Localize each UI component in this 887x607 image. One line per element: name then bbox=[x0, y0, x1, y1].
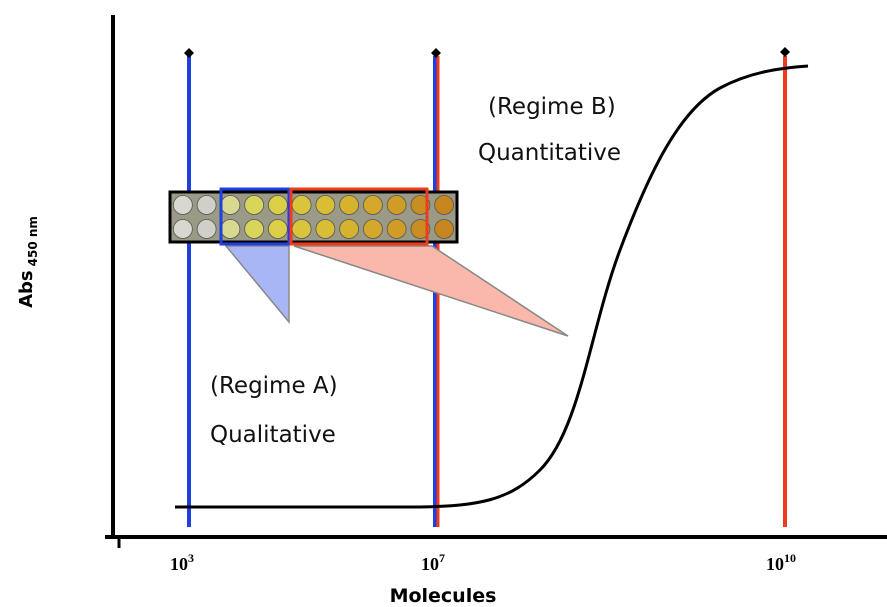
well bbox=[221, 220, 240, 239]
regime-name: (Regime A) bbox=[210, 373, 338, 399]
diamond bbox=[184, 48, 194, 58]
well bbox=[197, 196, 216, 215]
well bbox=[221, 196, 240, 215]
well bbox=[340, 196, 359, 215]
well bbox=[173, 220, 192, 239]
well-plate bbox=[170, 192, 457, 242]
well bbox=[435, 220, 454, 239]
well bbox=[387, 196, 406, 215]
diamond bbox=[780, 47, 790, 57]
callout-a bbox=[226, 246, 289, 322]
well bbox=[363, 220, 382, 239]
well bbox=[245, 220, 264, 239]
tick-exponent: 7 bbox=[439, 551, 445, 565]
well bbox=[292, 220, 311, 239]
x-tick-label: 103 bbox=[170, 551, 194, 574]
well bbox=[340, 220, 359, 239]
tick-exponent: 10 bbox=[784, 551, 796, 565]
y-axis-label: Abs 450 nm bbox=[16, 216, 40, 308]
well bbox=[268, 220, 287, 239]
well bbox=[363, 196, 382, 215]
tick-base: 10 bbox=[421, 554, 439, 574]
well bbox=[316, 196, 335, 215]
callout-b bbox=[294, 246, 568, 336]
x-tick-label: 1010 bbox=[766, 551, 796, 574]
well bbox=[316, 220, 335, 239]
regime-name: (Regime B) bbox=[488, 94, 616, 120]
well bbox=[173, 196, 192, 215]
well bbox=[268, 196, 287, 215]
regime-label: Quantitative bbox=[478, 140, 621, 166]
x-axis-label: Molecules bbox=[390, 585, 497, 607]
well bbox=[197, 220, 216, 239]
tick-base: 10 bbox=[170, 554, 188, 574]
regime-label: Qualitative bbox=[210, 422, 336, 448]
y-label-sub: 450 nm bbox=[26, 216, 40, 266]
well bbox=[387, 220, 406, 239]
y-label-main: Abs bbox=[16, 270, 37, 308]
well bbox=[245, 196, 264, 215]
tick-exponent: 3 bbox=[188, 551, 194, 565]
well bbox=[292, 196, 311, 215]
well bbox=[435, 196, 454, 215]
x-tick-label: 107 bbox=[421, 551, 445, 574]
tick-base: 10 bbox=[766, 554, 784, 574]
figure: (Regime A) Qualitative (Regime B) Quanti… bbox=[0, 0, 887, 607]
